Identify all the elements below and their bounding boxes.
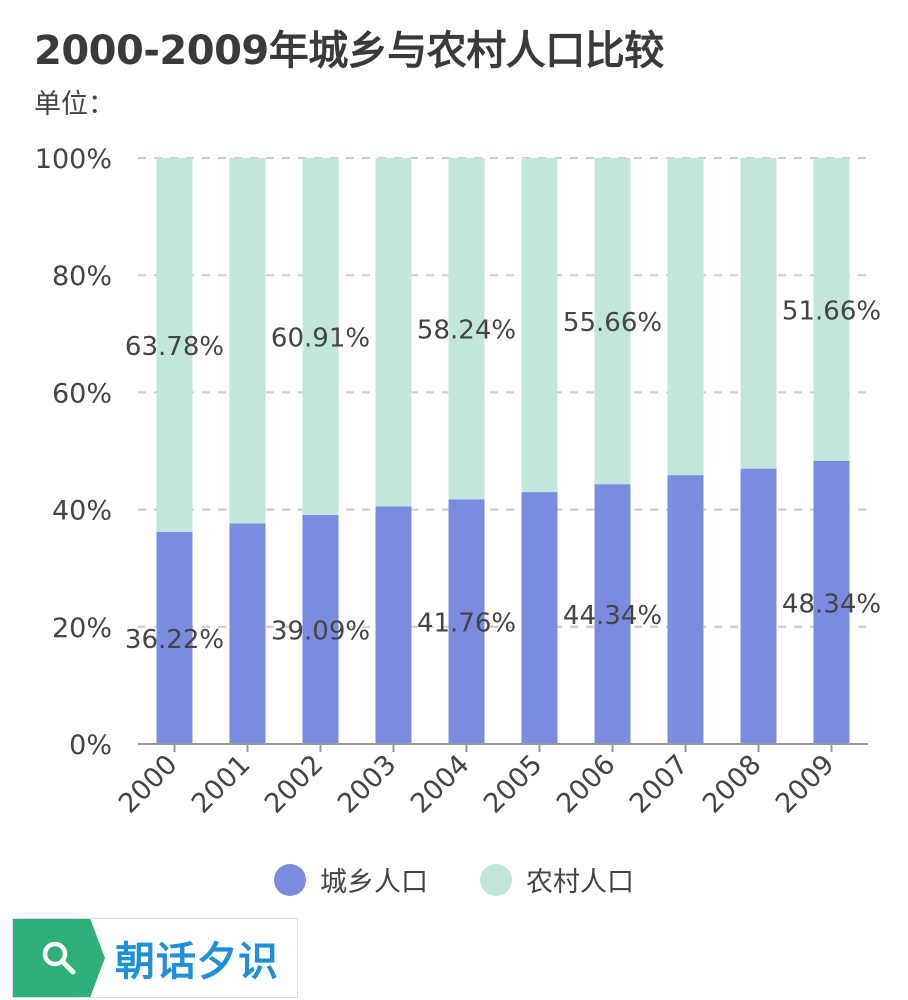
bar-rural[interactable] [156,158,193,532]
bar-urban[interactable] [156,531,193,744]
bar-rural[interactable] [667,158,704,476]
chart-legend: 城乡人口 农村人口 [0,860,908,899]
x-tick-label: 2006 [551,749,622,820]
data-label-urban: 36.22% [125,625,224,655]
x-tick-label: 2009 [770,749,841,820]
bar-rural[interactable] [229,158,266,524]
watermark-text: 朝话夕识 [115,939,279,985]
y-tick-label: 0% [69,730,112,761]
bar-rural[interactable] [448,158,485,500]
x-tick-label: 2000 [113,749,184,820]
legend-label-urban: 城乡人口 [320,867,428,898]
legend-label-rural: 农村人口 [526,867,634,898]
bar-urban[interactable] [594,484,631,744]
y-tick-label: 80% [52,261,112,292]
y-tick-label: 40% [52,496,112,527]
unit-label: 单位： [34,89,115,120]
x-tick-label: 2003 [332,749,403,820]
data-label-urban: 41.76% [417,609,516,639]
data-label-rural: 60.91% [271,323,370,353]
stacked-bar-chart: 0%20%40%60%80%100%2000 2001 2002 2003 2004 20… [35,144,881,820]
chart-title: 2000-2009年城乡与农村人口比较 [34,28,664,74]
data-label-rural: 55.66% [563,308,662,338]
bar-urban[interactable] [667,475,704,744]
x-tick-label: 2002 [259,749,330,820]
legend-swatch-urban [274,863,306,896]
legend-item-urban[interactable]: 城乡人口 [274,860,428,899]
bar-urban[interactable] [521,492,558,744]
bar-urban[interactable] [375,506,412,744]
legend-swatch-rural [480,863,512,896]
bar-urban[interactable] [813,460,850,744]
bar-urban[interactable] [302,514,339,744]
data-label-urban: 44.34% [563,601,662,631]
bar-rural[interactable] [521,158,558,493]
x-tick-label: 2004 [405,749,476,820]
y-tick-label: 100% [35,144,112,175]
x-tick-label: 2001 [186,749,257,820]
bar-rural[interactable] [375,158,412,507]
x-tick-label: 2005 [478,749,549,820]
y-tick-label: 20% [52,613,112,644]
search-icon [42,941,76,975]
x-tick-label: 2007 [624,749,695,820]
bar-rural[interactable] [594,158,631,485]
data-label-rural: 58.24% [417,316,516,346]
bar-rural[interactable] [302,158,339,515]
data-label-rural: 51.66% [782,296,881,326]
bar-rural[interactable] [740,158,777,469]
y-tick-label: 60% [52,378,112,409]
bar-rural[interactable] [813,158,850,461]
data-label-rural: 63.78% [125,332,224,362]
watermark-badge [13,919,105,997]
watermark-logo: 朝话夕识 [12,918,298,998]
legend-item-rural[interactable]: 农村人口 [480,860,634,899]
data-label-urban: 48.34% [782,589,881,619]
bar-urban[interactable] [740,468,777,744]
bar-urban[interactable] [229,523,266,744]
x-tick-label: 2008 [697,749,768,820]
bar-urban[interactable] [448,499,485,744]
data-label-urban: 39.09% [271,616,370,646]
